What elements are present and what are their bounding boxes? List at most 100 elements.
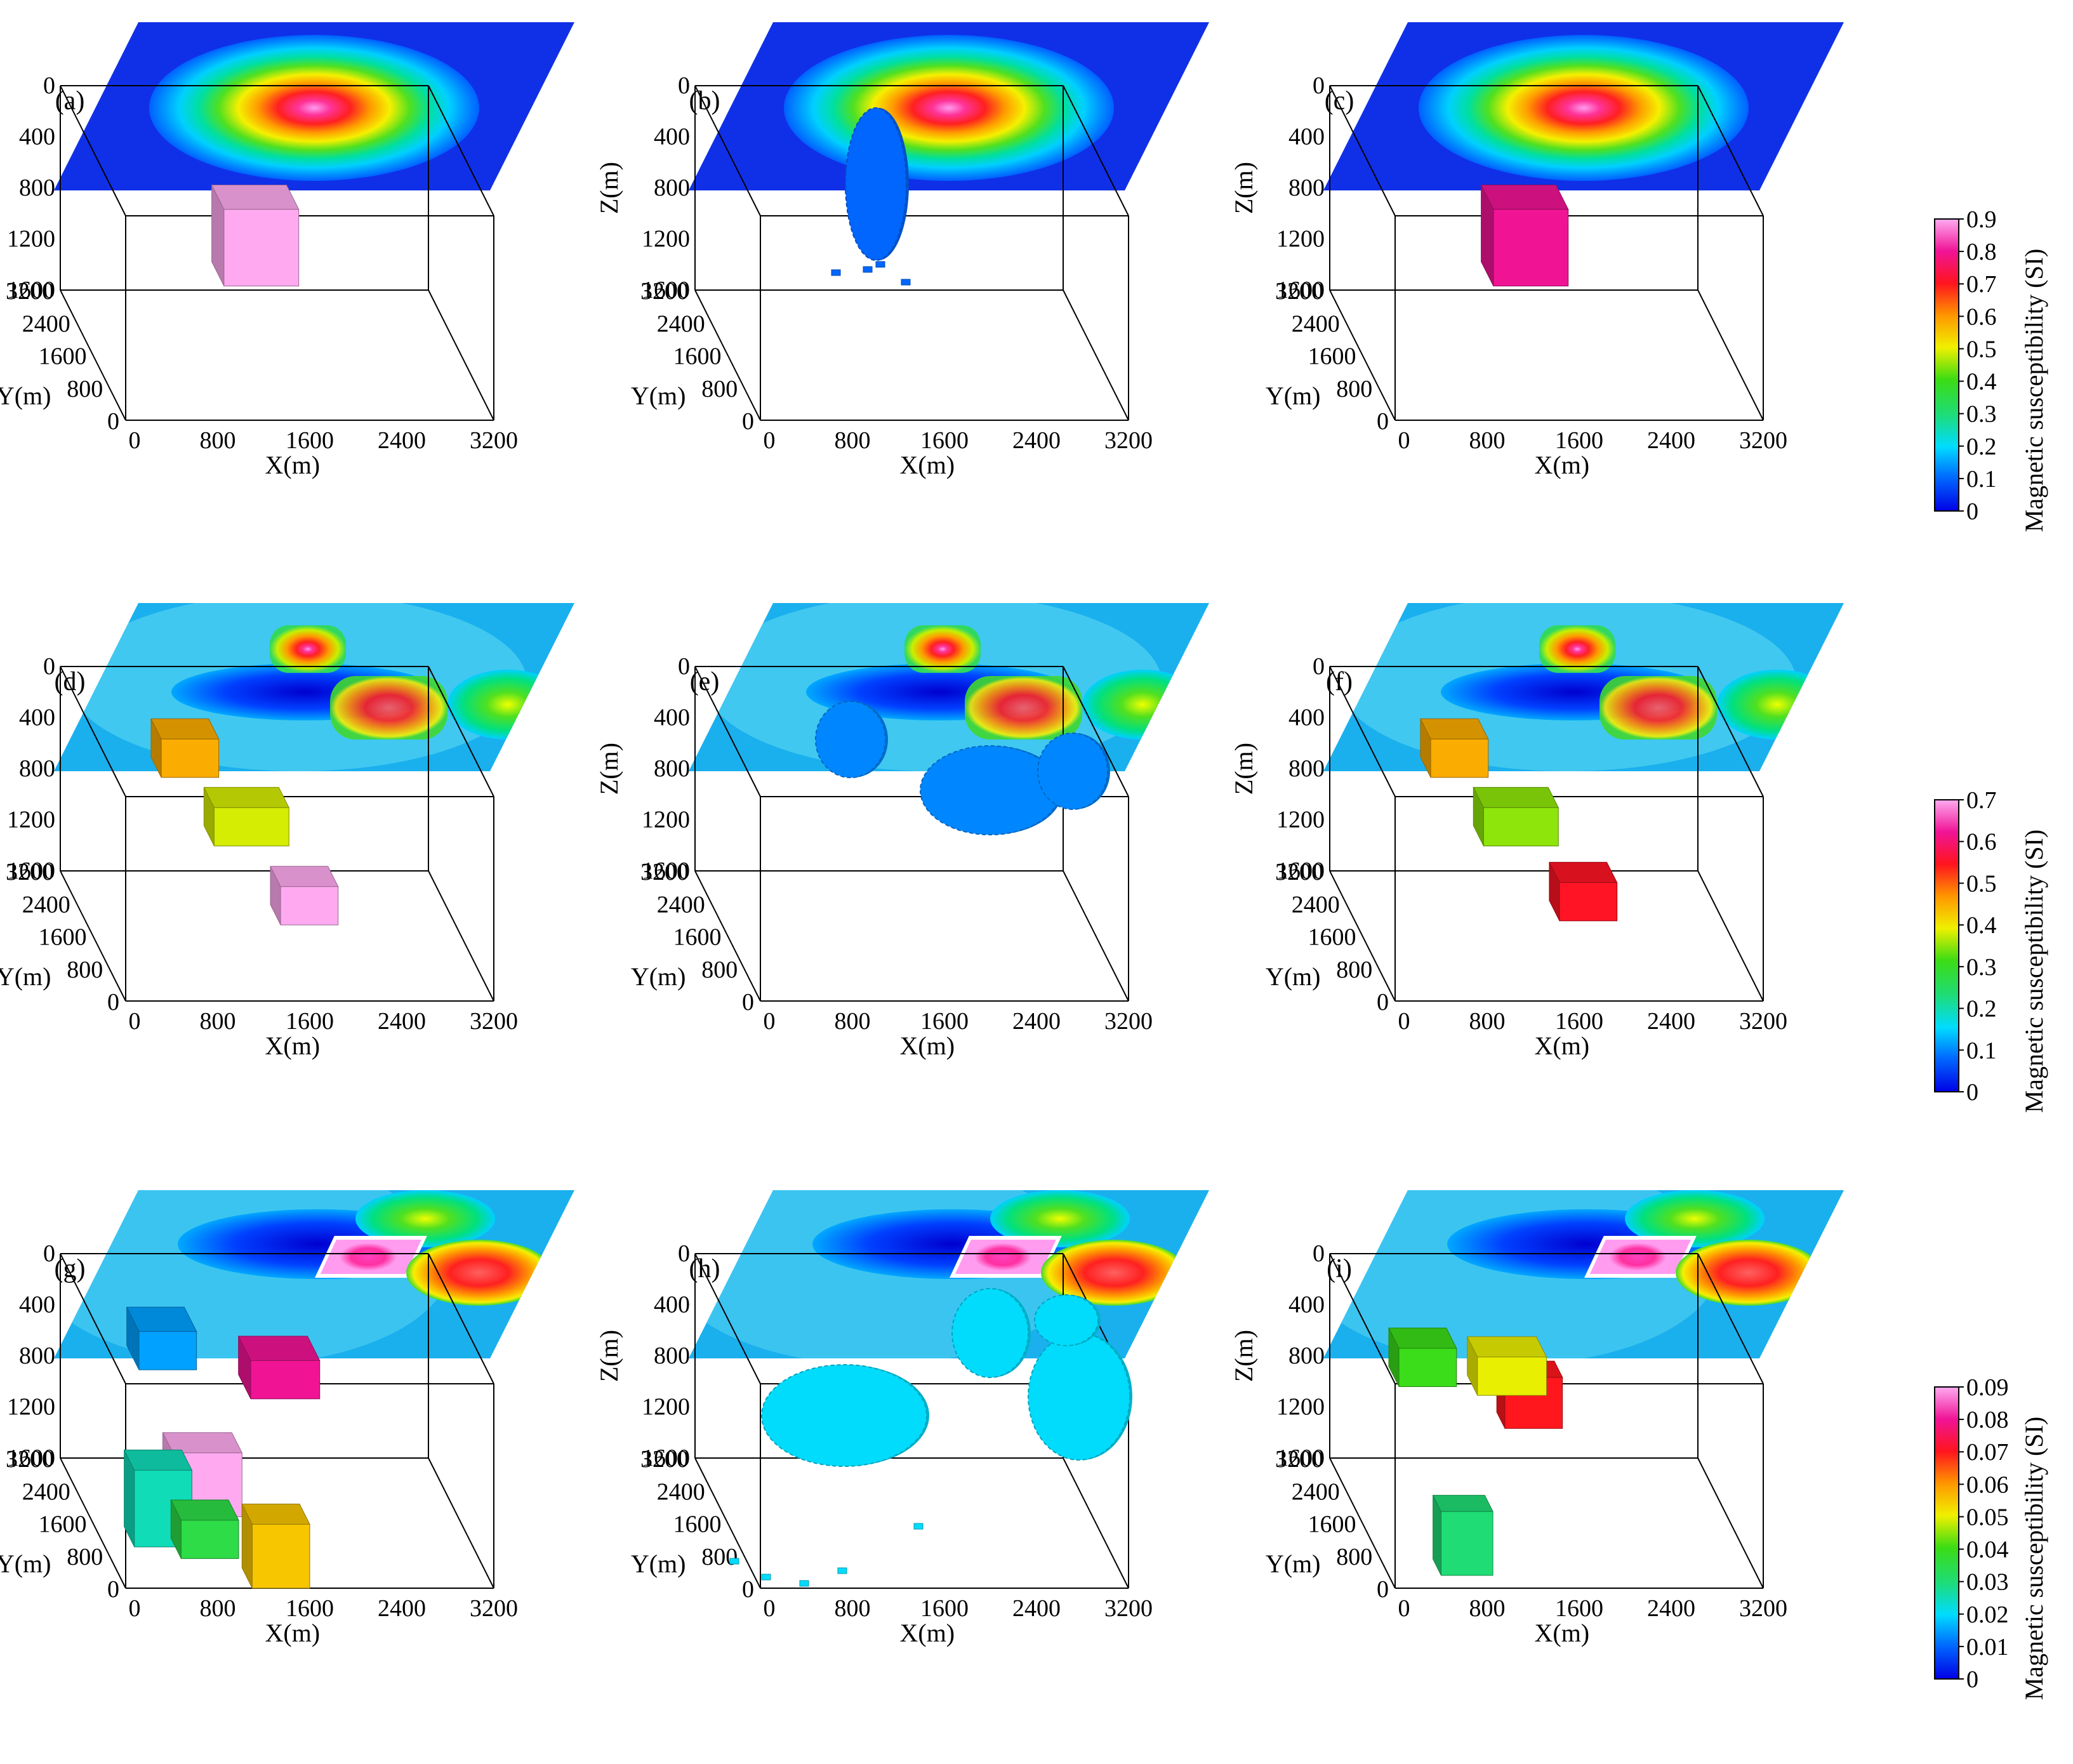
block-1-top-face [211, 184, 300, 210]
z-tick-label: 0 [1313, 653, 1325, 680]
block-2 [1473, 786, 1560, 847]
y-axis-label: Y(m) [631, 1549, 686, 1578]
block-1 [126, 1306, 197, 1370]
x-tick-label: 0 [1398, 1595, 1410, 1622]
inversion-blob-2-body [920, 745, 1061, 835]
y-tick-label: 1600 [39, 343, 87, 370]
panel-label: (c) [1325, 86, 1354, 116]
block-1 [150, 718, 220, 778]
panel-c: (c)040080012001600Z(m)3200240016008000Y(… [1229, 22, 1844, 479]
y-tick-label: 800 [67, 1544, 103, 1570]
block-6 [241, 1503, 310, 1589]
block-1 [211, 184, 300, 287]
z-tick-label: 400 [654, 124, 690, 150]
z-tick-label: 1200 [1276, 807, 1325, 833]
y-tick-label: 2400 [1292, 310, 1340, 337]
block-3 [1432, 1495, 1493, 1576]
z-tick-label: 800 [1288, 755, 1325, 782]
axis-edge-depth-2 [428, 666, 494, 797]
z-tick-label: 0 [1313, 72, 1325, 99]
colorbar-scale [1934, 799, 1959, 1092]
z-tick-label: 400 [654, 705, 690, 731]
panel-label: (f) [1326, 667, 1353, 696]
colorbar-scale [1934, 1386, 1959, 1680]
anomaly-peak-2-core [1609, 1243, 1666, 1271]
block-1-front-face [1398, 1348, 1457, 1388]
block-2-top-face [1473, 786, 1560, 808]
block-1-top-face [1480, 184, 1569, 210]
z-tick-label: 800 [654, 175, 690, 201]
x-tick-label: 0 [764, 1595, 776, 1622]
anomaly-peak-3 [406, 1240, 552, 1306]
colorbar: 0 0.1 0.2 0.3 0.4 0.5 0.6 0.7 0.8 0.9 Magnetic sus… [1934, 206, 2048, 532]
x-axis-label: X(m) [1534, 1619, 1589, 1647]
y-axis-label: Y(m) [0, 962, 51, 991]
panel-label: (a) [55, 86, 85, 116]
anomaly-peak-1 [990, 1190, 1130, 1247]
voxel-fragment [761, 1574, 771, 1581]
voxel-fragment [729, 1558, 739, 1565]
x-tick-label: 1600 [1555, 1595, 1603, 1622]
y-axis-label: Y(m) [1266, 381, 1321, 410]
z-axis-label: Z(m) [1229, 1330, 1258, 1382]
anomaly-peak-1 [270, 625, 346, 673]
y-tick-label: 1600 [673, 1511, 722, 1538]
block-1 [1420, 718, 1489, 778]
voxel-fragment [837, 1567, 847, 1574]
inversion-blob-3 [1028, 1332, 1132, 1461]
anomaly-peak-3 [1717, 670, 1838, 739]
z-tick-label: 1600 [1276, 277, 1325, 303]
axis-edge-depth-3 [694, 870, 761, 1002]
z-tick-label: 1600 [7, 1445, 55, 1471]
block-3-front-face [1441, 1511, 1493, 1576]
y-tick-label: 0 [107, 989, 119, 1016]
colorbar-tick-label: 0.01 [1966, 1634, 2009, 1661]
x-tick-label: 2400 [378, 427, 426, 454]
axis-edge-depth-1 [694, 85, 761, 216]
panel-e: (e)040080012001600Z(m)3200240016008000Y(… [595, 603, 1209, 1060]
anomaly-map [689, 22, 1209, 190]
inversion-blob-1-body [761, 1364, 927, 1467]
z-tick-label: 1200 [7, 1394, 55, 1421]
colorbar-title: Magnetic susceptibility (SI) [2020, 1417, 2048, 1701]
inversion-blob-1 [815, 701, 888, 778]
panel-h: (h)040080012001600Z(m)3200240016008000Y(… [595, 1190, 1209, 1647]
inversion-blob-1-body [815, 701, 886, 778]
anomaly-peak-2-core [340, 1243, 397, 1271]
block-5 [170, 1499, 239, 1559]
x-tick-label: 1600 [1555, 427, 1603, 454]
z-tick-label: 1600 [1276, 1445, 1325, 1471]
x-tick-label: 2400 [1012, 427, 1061, 454]
colorbar-tick-label: 0.1 [1966, 1037, 1997, 1064]
model-bodies [831, 107, 911, 286]
block-3-front-face [1559, 882, 1618, 922]
x-tick-label: 1600 [286, 427, 334, 454]
inversion-blob-1 [845, 107, 909, 261]
z-tick-label: 400 [19, 705, 55, 731]
anomaly-peak-3 [447, 670, 568, 739]
y-tick-label: 800 [1336, 957, 1372, 983]
colorbar-tick-label: 0.03 [1966, 1569, 2009, 1596]
y-tick-label: 1600 [673, 343, 722, 370]
axis-edge-depth-2 [1063, 666, 1129, 797]
y-tick-label: 1600 [39, 1511, 87, 1538]
y-axis-label: Y(m) [0, 381, 51, 410]
y-tick-label: 800 [1336, 1544, 1372, 1570]
block-2-front-face [1483, 807, 1559, 847]
anomaly-peak-2-core [974, 1243, 1031, 1271]
model-bodies [1480, 184, 1569, 287]
block-2-front-face [250, 1360, 321, 1400]
x-axis-label: X(m) [899, 451, 955, 479]
y-tick-label: 2400 [1292, 891, 1340, 918]
block-1-top-face [150, 718, 220, 739]
block-5-top-face [170, 1499, 239, 1521]
axis-edge-depth-4 [428, 870, 494, 1002]
panel-label: (b) [689, 86, 720, 116]
row-1: (a)040080012001600Z(m)3200240016008000Y(… [0, 22, 2048, 532]
x-tick-label: 3200 [1104, 427, 1153, 454]
anomaly-peak-1 [1539, 625, 1615, 673]
z-tick-label: 800 [19, 1343, 55, 1369]
y-axis-label: Y(m) [631, 962, 686, 991]
colorbar-tick-label: 0.2 [1966, 996, 1997, 1023]
